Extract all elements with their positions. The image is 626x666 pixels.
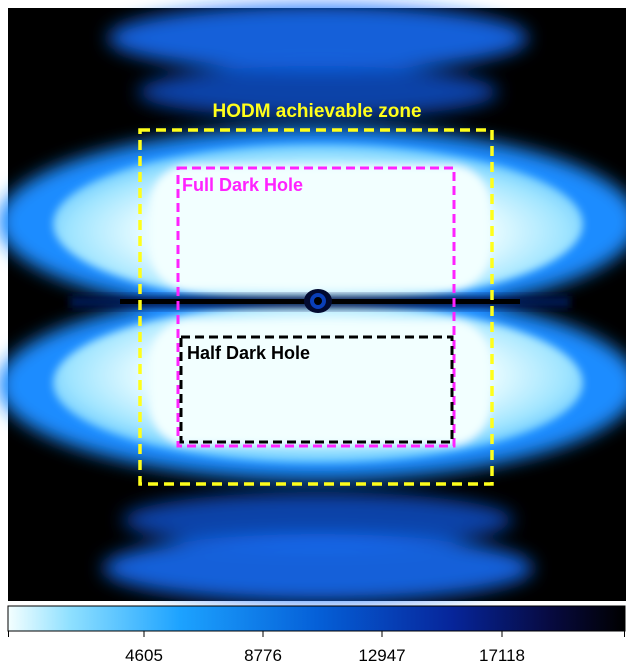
colorbar-tick-label: 17118 xyxy=(479,646,525,665)
outer-lobes xyxy=(103,4,533,602)
colorbar-ticks xyxy=(8,631,625,637)
colorbar-gradient xyxy=(7,605,626,632)
colorbar: 4605 8776 12947 17118 xyxy=(7,605,626,665)
hodm-zone-box xyxy=(138,128,494,486)
half-dark-hole-label: Half Dark Hole xyxy=(187,343,310,363)
full-dark-hole-box xyxy=(176,166,456,448)
central-dark-band xyxy=(70,289,570,313)
hodm-zone-label: HODM achievable zone xyxy=(212,101,421,122)
main-lobes xyxy=(0,127,626,480)
colorbar-tick-label: 12947 xyxy=(358,646,405,665)
heatmap-image: HODM achievable zone Full Dark Hole Half… xyxy=(0,4,626,602)
colorbar-tick-label: 4605 xyxy=(125,646,163,665)
half-dark-hole-box xyxy=(179,335,454,444)
colorbar-tick-label: 8776 xyxy=(244,646,282,665)
full-dark-hole-label: Full Dark Hole xyxy=(182,175,303,195)
